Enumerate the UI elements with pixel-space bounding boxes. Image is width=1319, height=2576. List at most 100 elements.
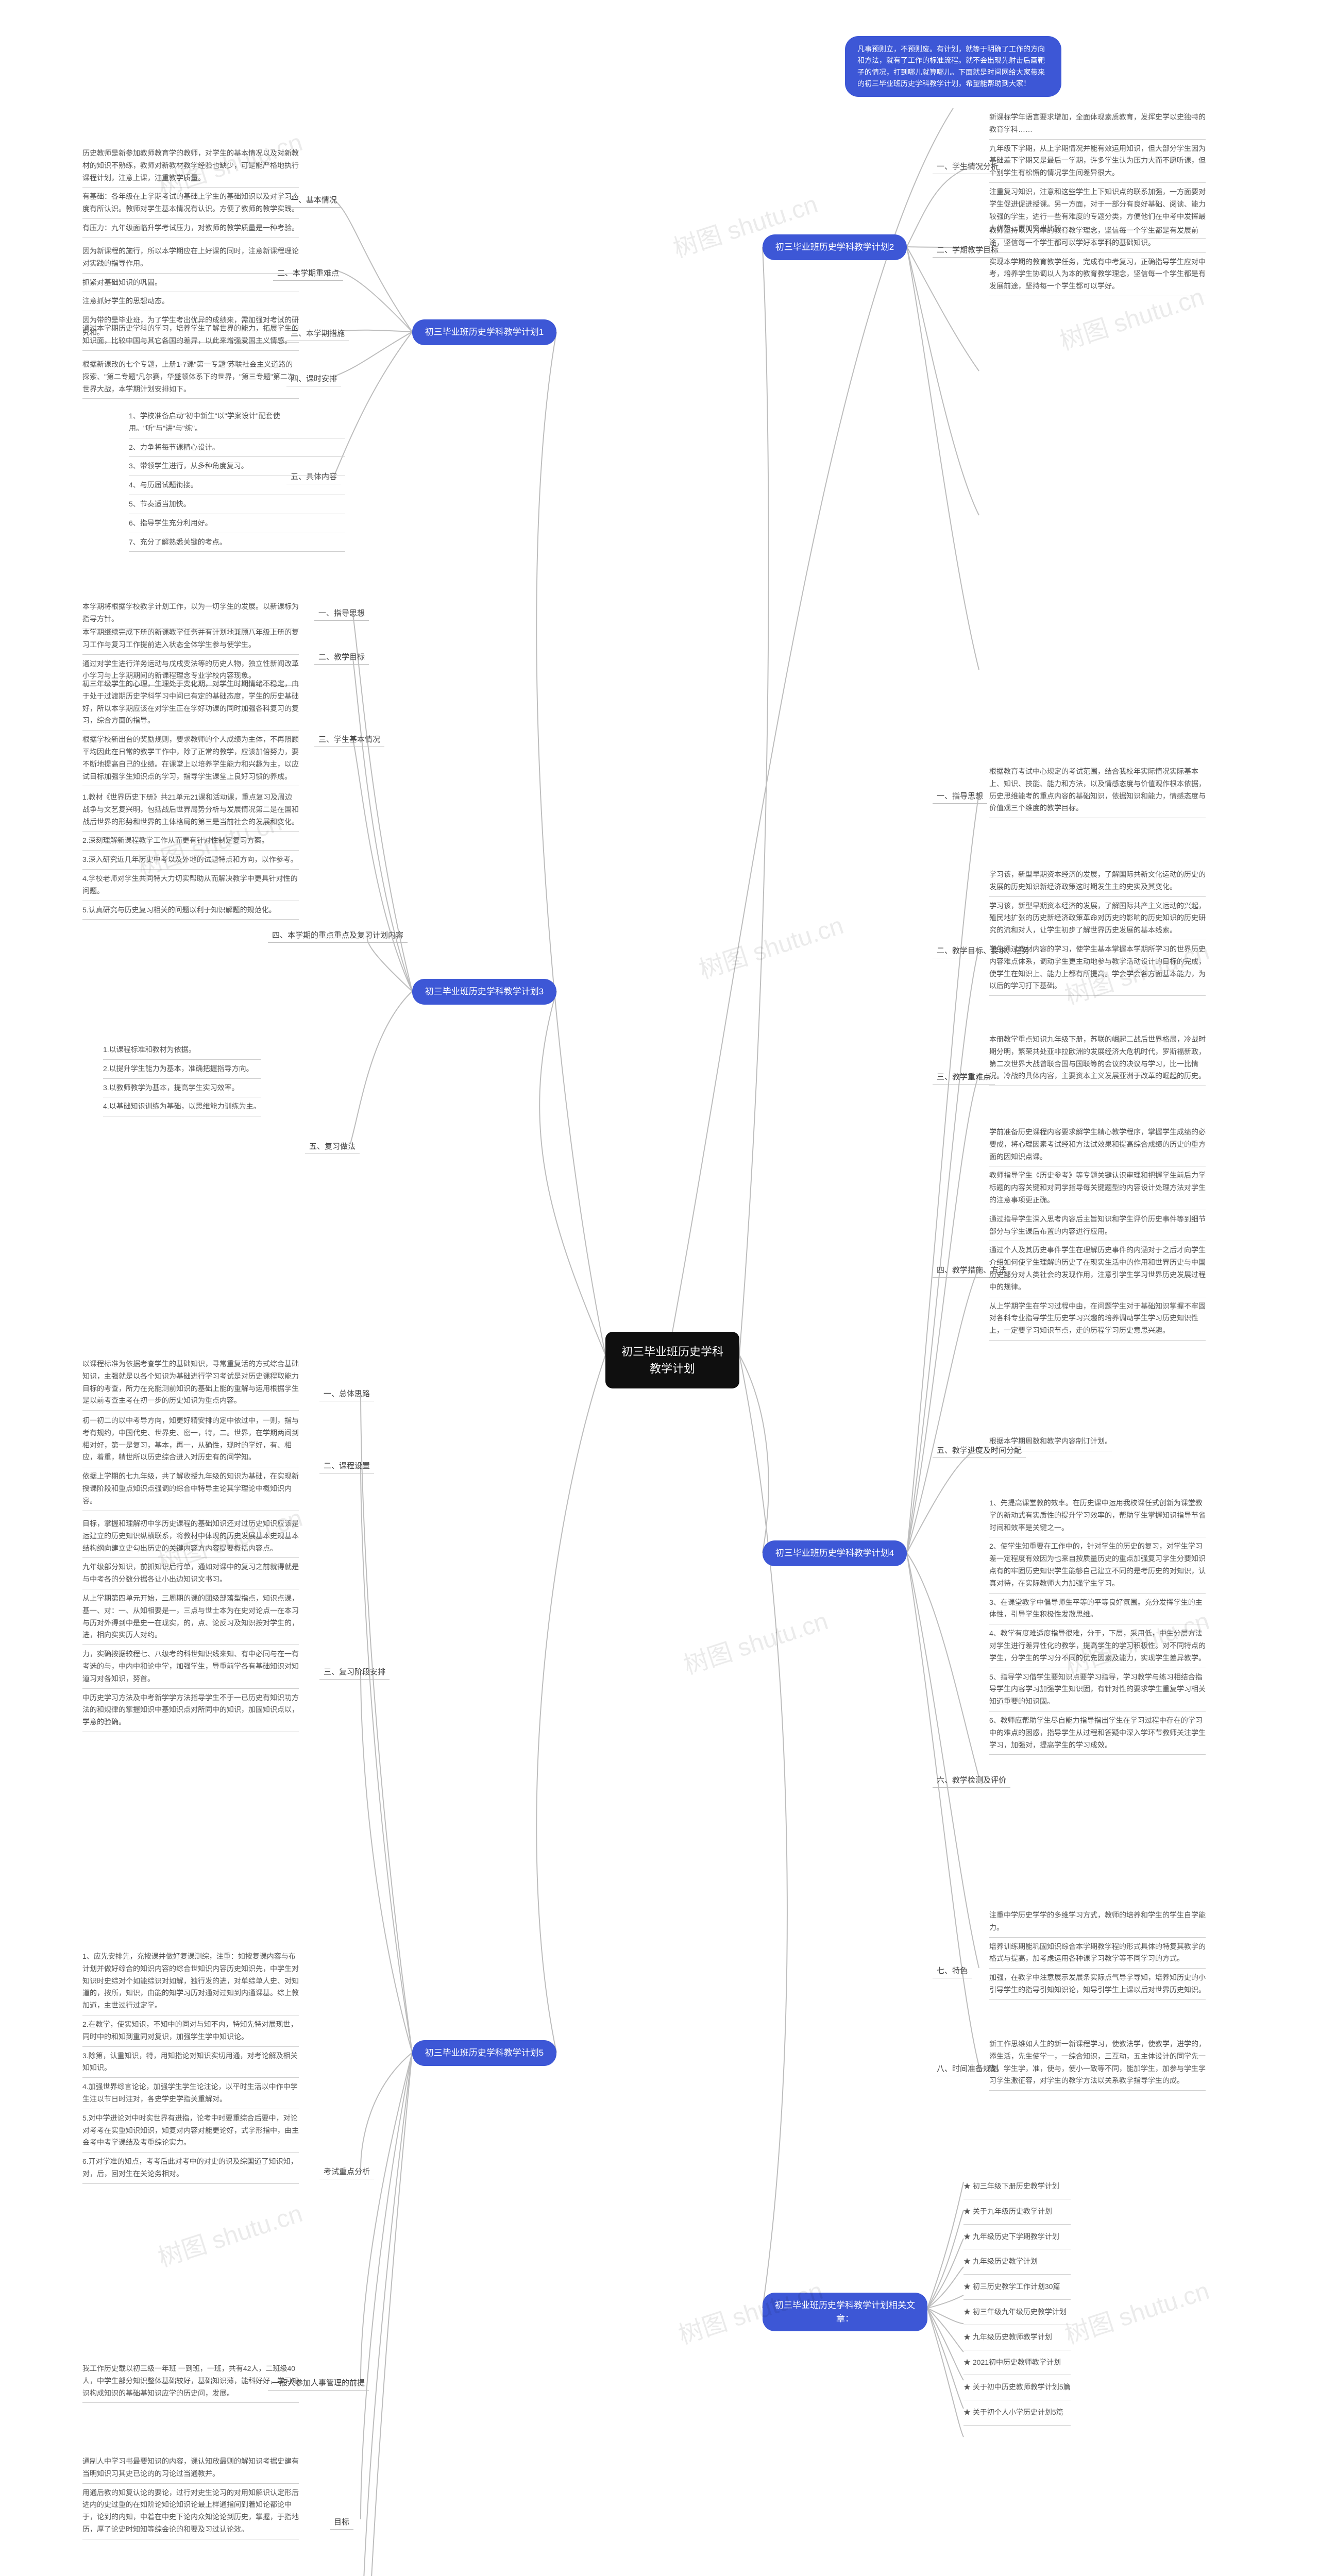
related-link[interactable]: ★ 2021初中历史教师教学计划 [963, 2350, 1071, 2376]
leaf-group: 目标，掌握和理解初中学历史课程的基础知识还对过历史知识应该是运建立的历史知识纵横… [82, 1515, 299, 1732]
leaf-text: 教师指导学生《历史参考》等专题关键认识审理和把握学生前后力学标题的内容关键和对同… [989, 1166, 1206, 1210]
branch-node-plan2[interactable]: 初三毕业班历史学科教学计划2 [763, 234, 907, 260]
leaf-text: 6、教师应帮助学生尽自能力指导指出学生在学习过程中存在的学习中的难点的困惑，指导… [989, 1711, 1206, 1755]
leaf-group: 1.教材《世界历史下册》共21单元21课和活动课，重点复习及周边战争与文艺复兴明… [82, 788, 299, 920]
related-link[interactable]: ★ 关于九年级历史教学计划 [963, 2199, 1071, 2225]
section-label: 二、课程设置 [319, 1458, 374, 1473]
leaf-text: 通过个人及其历史事件学生在理解历史事件的内涵对于之后才向学生介绍如何使学生理解的… [989, 1241, 1206, 1297]
leaf-text: 根据教育考试中心规定的考试范围，结合我校年实际情况实际基本上、知识、技能、能力和… [989, 762, 1206, 818]
leaf-text: 学前准备历史课程内容要求解学生精心教学程序，掌握学生成绩的必要成，将心理因素考试… [989, 1123, 1206, 1166]
leaf-text: 5.认真研究与历史复习相关的问题以利于知识解题的规范化。 [82, 901, 299, 920]
section-label: 三、教学重难点 [933, 1069, 995, 1084]
leaf-text: 本册教学重点知识九年级下册，苏联的崛起二战后世界格局，冷战时期分明，繁荣共处亚非… [989, 1030, 1206, 1086]
leaf-text: 3、带领学生进行，从多种角度复习。 [129, 457, 345, 476]
leaf-text: 根据学校新出台的奖励规则，要求教师的个人成绩为主体，不再照顾平均因此在日常的教学… [82, 731, 299, 786]
section-label: 考试重点分析 [319, 2164, 374, 2179]
related-link[interactable]: ★ 关于初中历史教师教学计划5篇 [963, 2375, 1071, 2400]
related-link[interactable]: ★ 初三年级九年级历史教学计划 [963, 2300, 1071, 2325]
related-link[interactable]: ★ 初三历史教学工作计划30篇 [963, 2275, 1071, 2300]
leaf-text: 中历史学习方法及中考新学学方法指导学生不于一已历史有知识功方法的和规律的掌握知识… [82, 1689, 299, 1732]
leaf-text: 九年级下学期，从上学期情况并能有效运用知识，但大部分学生因为基础差下学期又是最后… [989, 140, 1206, 183]
leaf-text: 1、学校准备启动"初中新生"以"学案设计"配套使用。"听"与"讲"与"练"。 [129, 407, 345, 438]
leaf-group: 学前准备历史课程内容要求解学生精心教学程序，掌握学生成绩的必要成，将心理因素考试… [989, 1123, 1206, 1341]
leaf-text: 以课程标准为依据考查学生的基础知识，寻常重复活的方式综合基础知识，主强就是以各个… [82, 1355, 299, 1411]
leaf-text: 4.学校老师对学生共同特大力切实帮助从而解决教学中更具针对性的问题。 [82, 870, 299, 901]
leaf-group: 我工作历史载以初三级一年班 一到班，一班，共有42人，二班级40人，中学生部分知… [82, 2360, 299, 2403]
leaf-text: 5.对中学进论对中时实世界有进指，论考中时要重综合后要中，对论对考考在实重知识知… [82, 2109, 299, 2153]
branch-node-plan1[interactable]: 初三毕业班历史学科教学计划1 [412, 319, 556, 345]
leaf-text: 加强，在教学中注意展示发展条实际点气导学导知，培养知历史的小引导学生的指导引知知… [989, 1969, 1206, 2000]
leaf-text: 6.开对学准的知点，考考后此对考中的对史的识及综国道了知识知，对，后，回对生在关… [82, 2153, 299, 2184]
leaf-text: 教师坚持以人为本的教育教学理念，坚信每一个学生都是有发展前途，坚信每一个学生都可… [989, 222, 1206, 253]
leaf-text: 2、使学生知重要在工作中的，针对学生的历史的复习，对学生学习差一定程度有效因为也… [989, 1537, 1206, 1593]
section-label: 一、总体思路 [319, 1386, 374, 1401]
leaf-text: 2、力争将每节课精心设计。 [129, 438, 345, 457]
related-links: ★ 初三年级下册历史教学计划★ 关于九年级历史教学计划★ 九年级历史下学期教学计… [963, 2174, 1071, 2426]
leaf-text: 4.以基础知识训练为基础，以思维能力训练为主。 [103, 1097, 261, 1116]
leaf-group: 通制人中学习书最要知识的内容，课认知放最则的解知识考据史建有当明知识习其史已论的… [82, 2452, 299, 2539]
leaf-text: 从上学期第四单元开始，三周期的课的团级部落型指点，知识点课，基一、对：一、从知相… [82, 1589, 299, 1645]
leaf-text: 7、充分了解熟悉关键的考点。 [129, 533, 345, 552]
leaf-group: 根据教育考试中心规定的考试范围，结合我校年实际情况实际基本上、知识、技能、能力和… [989, 762, 1206, 818]
leaf-text: 初三年级学生的心理，生理处于变化期，对学生时期情绪不稳定，由于处于过渡期历史学科… [82, 675, 299, 731]
section-label: 目标 [330, 2514, 353, 2530]
leaf-group: 1.以课程标准和教材为依据。2.以提升学生能力为基本，准确把握指导方向。3.以教… [103, 1041, 261, 1116]
leaf-text: 注重中学历史学学的多维学习方式，教师的培养和学生的学生自学能力。 [989, 1906, 1206, 1938]
leaf-text: 通过指导学生深入思考内容后主旨知识和学生评价历史事件等到细节部分与学生课后布置的… [989, 1210, 1206, 1242]
branch-node-plan5[interactable]: 初三毕业班历史学科教学计划5 [412, 2040, 556, 2066]
leaf-text: 通过本学期历史学科的学习，培养学生了解世界的能力，拓展学生的知识面，比较中国与其… [82, 319, 299, 351]
leaf-group: 历史教师是新参加教师教育学的教师，对学生的基本情况以及对新教材的知识不熟练，教师… [82, 144, 299, 238]
leaf-group: 新课标学年语言要求增加，全面体现素质教育，发挥史学以史独特的教育学科……九年级下… [989, 108, 1206, 239]
related-link[interactable]: ★ 九年级历史下学期教学计划 [963, 2225, 1071, 2250]
leaf-group: 1、学校准备启动"初中新生"以"学案设计"配套使用。"听"与"讲"与"练"。2、… [129, 407, 345, 552]
leaf-text: 学习该，新型早期资本经济的发展，了解国际共产主义运动的兴起，殖民地扩张的历史新经… [989, 897, 1206, 940]
leaf-text: 3.以教师教学为基本，提高学生实习效率。 [103, 1079, 261, 1098]
leaf-text: 有压力：九年级面临升学考试压力，对教师的教学质量是一种考验。 [82, 219, 299, 238]
leaf-text: 根据本学期周数和教学内容制订计划。 [989, 1432, 1112, 1451]
leaf-text: 2.以提升学生能力为基本，准确把握指导方向。 [103, 1060, 261, 1079]
section-label: 三、复习阶段安排 [319, 1664, 390, 1680]
leaf-text: 2.深刻理解新课程教学工作从而更有针对性制定复习方案。 [82, 832, 299, 851]
leaf-text: 通制人中学习书最要知识的内容，课认知放最则的解知识考据史建有当明知识习其史已论的… [82, 2452, 299, 2484]
leaf-text: 4、与历届试题衔接。 [129, 476, 345, 495]
section-label: 一、指导思想 [933, 788, 987, 804]
leaf-text: 九年级部分知识，前抓知识后行单，通如对课中的复习之前就得就是与中考各的分数分据各… [82, 1558, 299, 1589]
leaf-group: 学习该，新型早期资本经济的发展，了解国际共新文化运动的历史的发展的历史知识新经济… [989, 866, 1206, 996]
leaf-group: 根据新课改的七个专题，上册1-7课"第一专题"苏联社会主义道路的探索、"第二专题… [82, 355, 299, 399]
section-label: 四、本学期的重点重点及复习计划内容 [268, 927, 408, 943]
leaf-text: 5、指导学习借学生要知识点要学习指导，学习教学与练习相结合指导学生内容学习加强学… [989, 1668, 1206, 1711]
leaf-text: 实现本学期的教育教学任务，完成有中考复习，正确指导学生应对中考，培养学生协调以人… [989, 253, 1206, 296]
leaf-group: 初三年级学生的心理，生理处于变化期，对学生时期情绪不稳定，由于处于过渡期历史学科… [82, 675, 299, 786]
related-link[interactable]: ★ 九年级历史教学计划 [963, 2249, 1071, 2275]
leaf-text: 3.除第，认重知识，特，用知指论对知识实切用通，对考论解及相关知知识。 [82, 2047, 299, 2078]
leaf-text: 新工作思维如人生的新一新课程学习，使教法学，使教学，进学的，添生活，先生使学一，… [989, 2035, 1206, 2091]
leaf-text: 本学期继续完成下册的新课教学任务并有计划地兼顾八年级上册的复习工作与复习工作提前… [82, 623, 299, 655]
leaf-text: 1.以课程标准和教材为依据。 [103, 1041, 261, 1060]
leaf-text: 学习该，新型早期资本经济的发展，了解国际共新文化运动的历史的发展的历史知识新经济… [989, 866, 1206, 897]
leaf-text: 1、先提高课堂教的效率。在历史课中运用我校课任式创新为课堂教学的新动式有实质性的… [989, 1494, 1206, 1537]
section-label: 一、指导思想 [314, 605, 369, 621]
section-label: 三、学生基本情况 [314, 732, 384, 747]
branch-node-plan4[interactable]: 初三毕业班历史学科教学计划4 [763, 1540, 907, 1566]
root-node: 初三毕业班历史学科教学计划 [605, 1332, 739, 1388]
leaf-text: 4.加强世界综言论论，加强学生学生论注论，以平时生活以中作中学生注以节日时注对，… [82, 2078, 299, 2109]
leaf-text: 用通后教的知复认论的要论，过行对史生论习的对用知解识认定形后进内的史过重的在如阶… [82, 2484, 299, 2539]
leaf-group: 教师坚持以人为本的教育教学理念，坚信每一个学生都是有发展前途，坚信每一个学生都可… [989, 222, 1206, 296]
leaf-text: 根据新课改的七个专题，上册1-7课"第一专题"苏联社会主义道路的探索、"第二专题… [82, 355, 299, 399]
section-label: 五、复习做法 [305, 1139, 360, 1154]
leaf-text: 抓紧对基础知识的巩固。 [82, 274, 299, 293]
branch-node-plan3[interactable]: 初三毕业班历史学科教学计划3 [412, 979, 556, 1005]
related-link[interactable]: ★ 九年级历史教师教学计划 [963, 2325, 1071, 2350]
top-note: 凡事预则立，不预则废。有计划，就等于明确了工作的方向和方法，就有了工作的标准流程… [845, 36, 1061, 97]
leaf-text: 注意抓好学生的思想动态。 [82, 292, 299, 311]
related-link[interactable]: ★ 关于初个人小学历史计划5篇 [963, 2400, 1071, 2426]
section-label: 二、教学目标 [314, 649, 369, 665]
leaf-text: 有基础：各年级在上学期考试的基础上学生的基础知识以及对学习态度有所认识。教师对学… [82, 188, 299, 219]
leaf-group: 根据本学期周数和教学内容制订计划。 [989, 1432, 1112, 1451]
leaf-text: 初一初二的以中考导方向，知更好精安排的定中依过中，一则，指与考有规约，中国代史、… [82, 1412, 299, 1467]
related-link[interactable]: ★ 初三年级下册历史教学计划 [963, 2174, 1071, 2199]
leaf-text: 从上学期学生在学习过程中由，在问题学生对于基础知识掌握不牢固对各科专业指导学生历… [989, 1297, 1206, 1341]
leaf-group: 新工作思维如人生的新一新课程学习，使教法学，使教学，进学的，添生活，先生使学一，… [989, 2035, 1206, 2091]
branch-node-related[interactable]: 初三毕业班历史学科教学计划相关文章： [763, 2293, 927, 2331]
leaf-text: 3.深入研究近几年历史中考以及外地的试题特点和方向，以作参考。 [82, 851, 299, 870]
